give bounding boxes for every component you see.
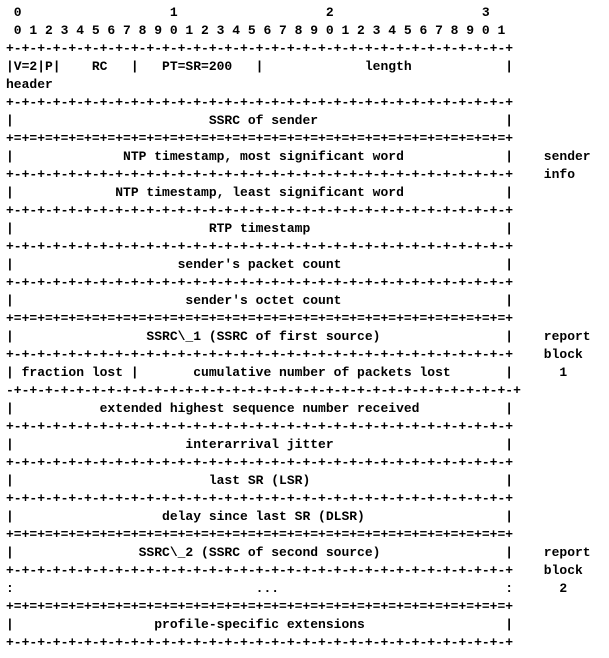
- diagram-line: | NTP timestamp, least significant word …: [6, 184, 603, 202]
- diagram-line-left: 0 1 2 3 4 5 6 7 8 9 0 1 2 3 4 5 6 7 8 9 …: [6, 22, 536, 40]
- diagram-line-left: 0 1 2 3: [6, 4, 536, 22]
- diagram-line: +-+-+-+-+-+-+-+-+-+-+-+-+-+-+-+-+-+-+-+-…: [6, 562, 603, 580]
- diagram-line: | NTP timestamp, most significant word |…: [6, 148, 603, 166]
- diagram-line: | extended highest sequence number recei…: [6, 400, 603, 418]
- diagram-line-left: | SSRC\_2 (SSRC of second source) |: [6, 544, 536, 562]
- diagram-line-left: | SSRC\_1 (SSRC of first source) |: [6, 328, 536, 346]
- diagram-line: +-+-+-+-+-+-+-+-+-+-+-+-+-+-+-+-+-+-+-+-…: [6, 346, 603, 364]
- diagram-line: : ... : 2: [6, 580, 603, 598]
- diagram-line-left: | extended highest sequence number recei…: [6, 400, 536, 418]
- diagram-line: -+-+-+-+-+-+-+-+-+-+-+-+-+-+-+-+-+-+-+-+…: [6, 382, 603, 400]
- diagram-line-left: | NTP timestamp, most significant word |: [6, 148, 536, 166]
- diagram-line: +-+-+-+-+-+-+-+-+-+-+-+-+-+-+-+-+-+-+-+-…: [6, 40, 603, 58]
- diagram-line: +=+=+=+=+=+=+=+=+=+=+=+=+=+=+=+=+=+=+=+=…: [6, 130, 603, 148]
- diagram-line-left: | sender's packet count |: [6, 256, 536, 274]
- diagram-line: +-+-+-+-+-+-+-+-+-+-+-+-+-+-+-+-+-+-+-+-…: [6, 166, 603, 184]
- diagram-line: | SSRC of sender |: [6, 112, 603, 130]
- diagram-line: | SSRC\_2 (SSRC of second source) | repo…: [6, 544, 603, 562]
- diagram-line: | sender's packet count |: [6, 256, 603, 274]
- diagram-line: | last SR (LSR) |: [6, 472, 603, 490]
- diagram-line-left: +-+-+-+-+-+-+-+-+-+-+-+-+-+-+-+-+-+-+-+-…: [6, 238, 536, 256]
- diagram-line: +=+=+=+=+=+=+=+=+=+=+=+=+=+=+=+=+=+=+=+=…: [6, 310, 603, 328]
- diagram-line: | profile-specific extensions |: [6, 616, 603, 634]
- diagram-line: |V=2|P| RC | PT=SR=200 | length |: [6, 58, 603, 76]
- diagram-line: | fraction lost | cumulative number of p…: [6, 364, 603, 382]
- diagram-line-annotation: report: [536, 328, 591, 346]
- diagram-line-left: +-+-+-+-+-+-+-+-+-+-+-+-+-+-+-+-+-+-+-+-…: [6, 346, 536, 364]
- diagram-line: +-+-+-+-+-+-+-+-+-+-+-+-+-+-+-+-+-+-+-+-…: [6, 418, 603, 436]
- diagram-line-left: +-+-+-+-+-+-+-+-+-+-+-+-+-+-+-+-+-+-+-+-…: [6, 202, 536, 220]
- diagram-line-left: |V=2|P| RC | PT=SR=200 | length |: [6, 58, 536, 76]
- diagram-line-left: +-+-+-+-+-+-+-+-+-+-+-+-+-+-+-+-+-+-+-+-…: [6, 274, 536, 292]
- diagram-line: +-+-+-+-+-+-+-+-+-+-+-+-+-+-+-+-+-+-+-+-…: [6, 274, 603, 292]
- diagram-line: | sender's octet count |: [6, 292, 603, 310]
- diagram-line-annotation: 1: [536, 364, 567, 382]
- diagram-line-annotation: 2: [536, 580, 567, 598]
- diagram-line-left: +-+-+-+-+-+-+-+-+-+-+-+-+-+-+-+-+-+-+-+-…: [6, 454, 536, 472]
- diagram-line: 0 1 2 3 4 5 6 7 8 9 0 1 2 3 4 5 6 7 8 9 …: [6, 22, 603, 40]
- diagram-line-annotation: block: [536, 562, 583, 580]
- diagram-line: +-+-+-+-+-+-+-+-+-+-+-+-+-+-+-+-+-+-+-+-…: [6, 634, 603, 652]
- diagram-line-left: +-+-+-+-+-+-+-+-+-+-+-+-+-+-+-+-+-+-+-+-…: [6, 40, 536, 58]
- diagram-line-left: -+-+-+-+-+-+-+-+-+-+-+-+-+-+-+-+-+-+-+-+…: [6, 382, 536, 400]
- diagram-line-left: +-+-+-+-+-+-+-+-+-+-+-+-+-+-+-+-+-+-+-+-…: [6, 562, 536, 580]
- diagram-line: +=+=+=+=+=+=+=+=+=+=+=+=+=+=+=+=+=+=+=+=…: [6, 526, 603, 544]
- diagram-line-left: +-+-+-+-+-+-+-+-+-+-+-+-+-+-+-+-+-+-+-+-…: [6, 490, 536, 508]
- diagram-line-left: | last SR (LSR) |: [6, 472, 536, 490]
- diagram-line: 0 1 2 3: [6, 4, 603, 22]
- diagram-line-left: : ... :: [6, 580, 536, 598]
- diagram-line: | delay since last SR (DLSR) |: [6, 508, 603, 526]
- diagram-line-annotation: block: [536, 346, 583, 364]
- diagram-line-left: | profile-specific extensions |: [6, 616, 536, 634]
- diagram-line-left: | SSRC of sender |: [6, 112, 536, 130]
- diagram-line-left: +=+=+=+=+=+=+=+=+=+=+=+=+=+=+=+=+=+=+=+=…: [6, 310, 536, 328]
- diagram-line: +-+-+-+-+-+-+-+-+-+-+-+-+-+-+-+-+-+-+-+-…: [6, 490, 603, 508]
- diagram-line-left: | NTP timestamp, least significant word …: [6, 184, 536, 202]
- diagram-line-left: | sender's octet count |: [6, 292, 536, 310]
- diagram-line-left: | fraction lost | cumulative number of p…: [6, 364, 536, 382]
- diagram-line-left: +=+=+=+=+=+=+=+=+=+=+=+=+=+=+=+=+=+=+=+=…: [6, 130, 536, 148]
- diagram-line: +-+-+-+-+-+-+-+-+-+-+-+-+-+-+-+-+-+-+-+-…: [6, 238, 603, 256]
- diagram-line: header: [6, 76, 603, 94]
- diagram-line-annotation: sender: [536, 148, 591, 166]
- diagram-line: +-+-+-+-+-+-+-+-+-+-+-+-+-+-+-+-+-+-+-+-…: [6, 454, 603, 472]
- diagram-line: | interarrival jitter |: [6, 436, 603, 454]
- diagram-line: +-+-+-+-+-+-+-+-+-+-+-+-+-+-+-+-+-+-+-+-…: [6, 202, 603, 220]
- diagram-line: +-+-+-+-+-+-+-+-+-+-+-+-+-+-+-+-+-+-+-+-…: [6, 94, 603, 112]
- diagram-line-annotation: info: [536, 166, 575, 184]
- diagram-line-left: +-+-+-+-+-+-+-+-+-+-+-+-+-+-+-+-+-+-+-+-…: [6, 94, 536, 112]
- diagram-line-left: | interarrival jitter |: [6, 436, 536, 454]
- rtcp-sr-packet-diagram: 0 1 2 3 0 1 2 3 4 5 6 7 8 9 0 1 2 3 4 5 …: [0, 0, 609, 656]
- diagram-line-left: +=+=+=+=+=+=+=+=+=+=+=+=+=+=+=+=+=+=+=+=…: [6, 598, 536, 616]
- diagram-line-left: +-+-+-+-+-+-+-+-+-+-+-+-+-+-+-+-+-+-+-+-…: [6, 166, 536, 184]
- diagram-line-left: | RTP timestamp |: [6, 220, 536, 238]
- diagram-line-left: +=+=+=+=+=+=+=+=+=+=+=+=+=+=+=+=+=+=+=+=…: [6, 526, 536, 544]
- diagram-line: | RTP timestamp |: [6, 220, 603, 238]
- diagram-line-annotation: report: [536, 544, 591, 562]
- diagram-line-left: +-+-+-+-+-+-+-+-+-+-+-+-+-+-+-+-+-+-+-+-…: [6, 634, 536, 652]
- diagram-line: | SSRC\_1 (SSRC of first source) | repor…: [6, 328, 603, 346]
- diagram-line-left: | delay since last SR (DLSR) |: [6, 508, 536, 526]
- diagram-line: +=+=+=+=+=+=+=+=+=+=+=+=+=+=+=+=+=+=+=+=…: [6, 598, 603, 616]
- diagram-line-left: +-+-+-+-+-+-+-+-+-+-+-+-+-+-+-+-+-+-+-+-…: [6, 418, 536, 436]
- diagram-line-left: header: [6, 76, 536, 94]
